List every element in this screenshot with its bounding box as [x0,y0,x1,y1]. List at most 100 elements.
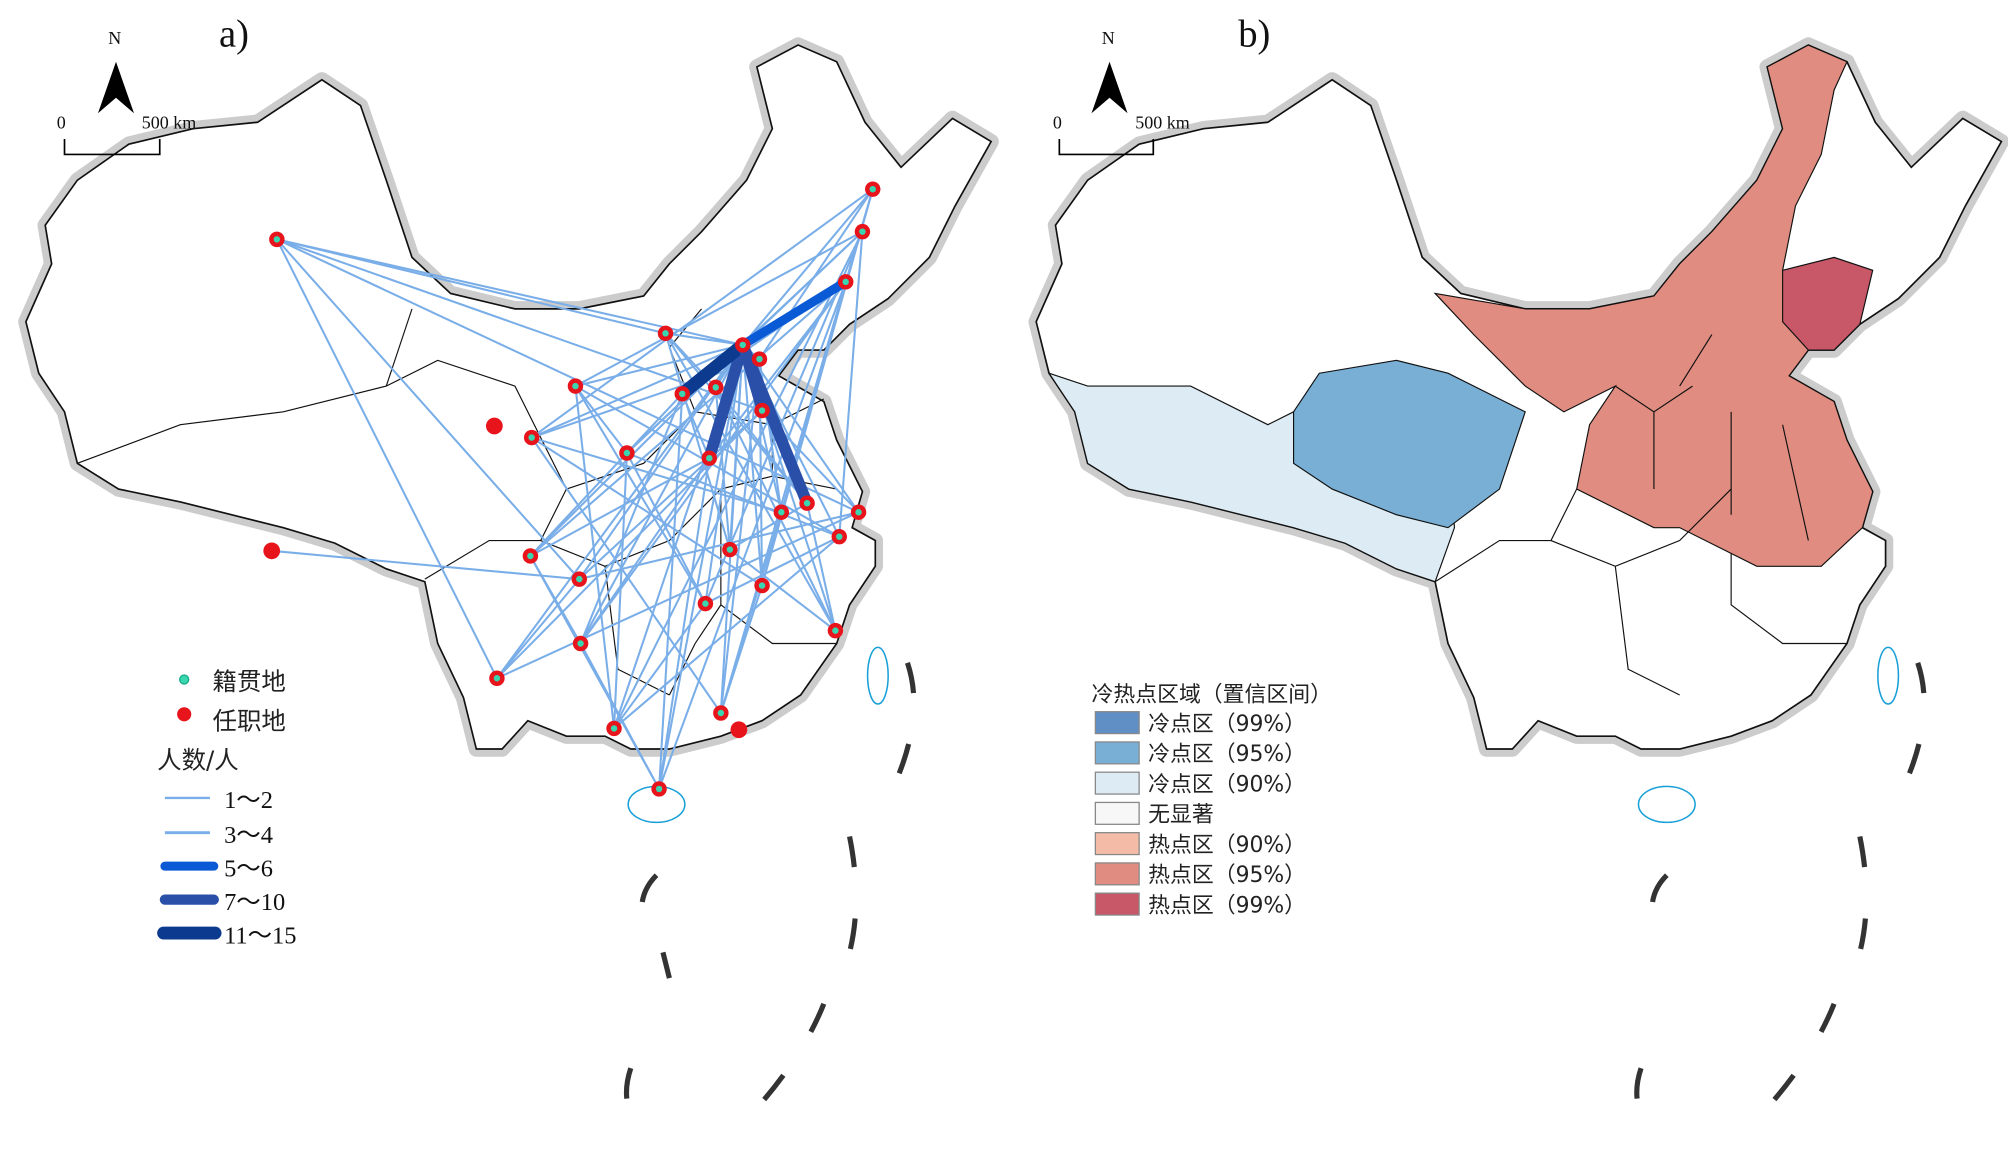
flow-line [496,409,763,679]
legend-swatch [1094,892,1140,916]
legend-item-label: 热点区（90%） [1148,833,1306,858]
legend-title: 冷热点区域（置信区间） [1092,682,1332,707]
flow-line [729,502,808,551]
north-arrow: N [97,28,135,114]
flow-line [529,393,684,557]
office-point [263,542,281,560]
flow-line [658,458,711,790]
flow-line-major [738,277,851,350]
legend-line-3: 5～6 [224,855,273,882]
flow-line [714,386,808,504]
legend-line-2: 3～4 [224,822,273,849]
flow-line [579,393,684,644]
origin-point [756,355,763,363]
flow-line [531,436,763,587]
origin-point [706,454,713,462]
scale-zero: 0 [57,113,66,133]
taiwan-island [866,646,889,705]
flow-line [276,238,666,335]
origin-point [623,449,631,457]
origin-point [528,434,535,441]
flow-line [729,548,837,632]
north-arrow-icon-b [1091,61,1128,114]
flow-line [579,457,711,645]
legend-swatch [1094,801,1140,825]
scale-end: 500 km [142,113,197,133]
legend-item-label: 无显著 [1148,803,1214,828]
panel-label: a) [219,13,249,55]
legend-item-label: 冷点区（95%） [1148,742,1306,767]
origin-point [869,185,876,193]
office-point [730,721,748,739]
origin-point [527,552,534,560]
origin-point [758,407,766,414]
legend-a: 籍贯地 任职地 人数/人 1～2 3～4 5～6 7～10 11～15 [157,667,296,949]
legend-line-1: 1～2 [224,787,273,814]
legend-item-label: 冷点区（99%） [1148,712,1306,737]
flow-line [275,238,498,679]
origin-point-icon [179,674,190,685]
flow-line [613,602,707,730]
origin-point [758,582,766,589]
origin-point [576,575,583,583]
flow-line-major [737,339,768,416]
country-outline [25,44,992,750]
origin-point [273,236,281,243]
flow-line [574,385,628,454]
flow-line [613,535,840,730]
flow-line [741,344,764,586]
north-arrow-icon [97,61,135,114]
office-point [485,417,503,435]
north-label: N [108,28,121,48]
flow-line [496,578,581,679]
origin-point [726,546,734,553]
origin-point [655,785,663,793]
office-point-icon [177,707,192,722]
origin-point [679,390,686,398]
flow-line [658,393,684,789]
scale-end-b: 500 km [1135,113,1190,133]
flow-line [665,332,743,346]
flow-line [276,238,763,412]
flow-lines [271,188,874,790]
legend-swatch [1094,771,1140,795]
origin-point [572,382,579,390]
legend-swatch [1094,832,1140,856]
panel-a-flow-map: a) N 0 500 km 籍贯地 任职地 人数/人 1～2 3～4 5～6 7… [25,13,992,1135]
legend-office: 任职地 [213,707,286,736]
flow-line [496,344,744,679]
origin-point [702,600,709,607]
scale-zero-b: 0 [1053,113,1062,133]
flow-line [579,511,859,581]
legend-item-label: 冷点区（90%） [1148,772,1306,797]
flow-line [719,585,764,714]
origin-point [836,533,843,540]
scale-bar [63,138,161,156]
origin-point [855,508,862,516]
legend-line-5: 11～15 [224,922,296,949]
flow-line [575,343,743,388]
nine-dash-line [623,661,917,1135]
flow-line [531,343,744,439]
legend-item-label: 热点区（99%） [1148,893,1306,918]
flow-line [574,385,616,729]
flow-line [838,231,864,537]
origin-point [739,341,746,349]
flow-line [626,452,840,538]
origin-point [859,228,866,235]
flow-line-major [703,339,749,464]
origin-point [712,384,719,391]
flow-line [496,511,860,680]
region-cold-95 [1292,359,1526,529]
flow-line [531,358,760,439]
flow-line [704,535,840,605]
flow-line [574,230,863,387]
flow-line [626,452,707,605]
origin-point [610,725,618,732]
flow-line [530,436,722,714]
legend-b: 冷热点区域（置信区间） 冷点区（99%） 冷点区（95%） 冷点区（90%） 无显著热… [1092,682,1332,918]
flow-line-major [675,338,750,401]
flow-line [271,549,580,581]
legend-swatch [1094,711,1140,735]
